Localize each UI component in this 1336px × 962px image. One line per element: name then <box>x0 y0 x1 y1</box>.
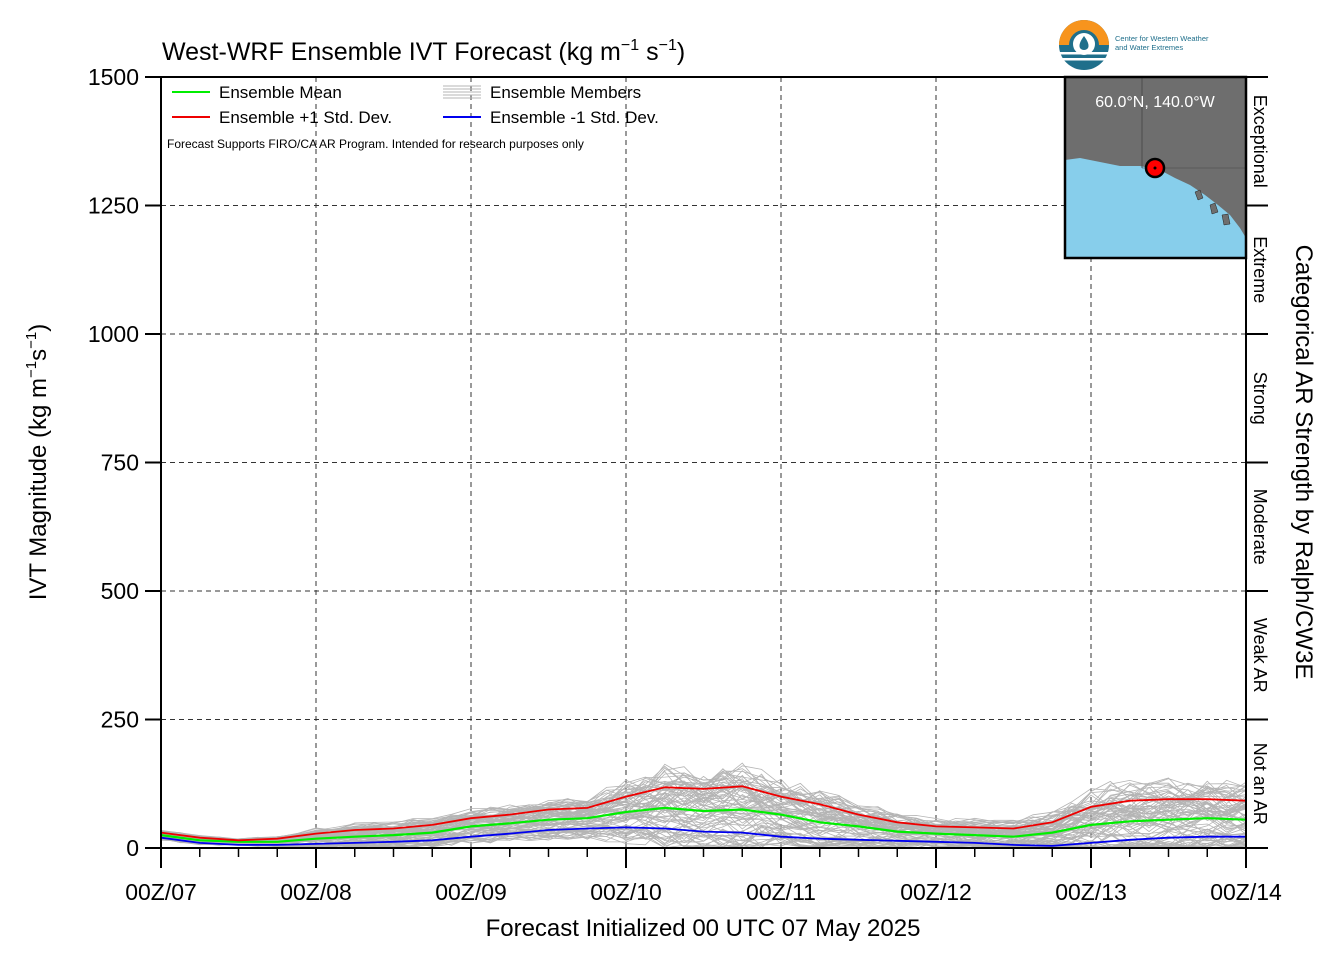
ar-category-label: Exceptional <box>1250 95 1270 188</box>
y-tick-label: 750 <box>101 450 139 476</box>
legend: Ensemble Mean Ensemble +1 Std. Dev. Ense… <box>167 83 659 151</box>
ocean-area <box>1065 158 1246 258</box>
chart-title: West-WRF Ensemble IVT Forecast (kg m−1 s… <box>162 37 685 66</box>
ensemble-member-line <box>160 783 1247 843</box>
y-tick-label: 1250 <box>88 193 139 219</box>
right-category-axis: Not an AR Weak AR Moderate Strong Extreme Exc… <box>1246 76 1270 849</box>
legend-mean-label: Ensemble Mean <box>219 83 342 102</box>
x-tick-label: 00Z/07 <box>125 879 197 905</box>
location-inset-map: 60.0°N, 140.0°W <box>1063 75 1248 260</box>
logo-text-line-1: Center for Western Weather <box>1115 34 1209 43</box>
ensemble-stat-lines <box>160 785 1247 847</box>
legend-members-swatch <box>443 85 481 99</box>
logo-text-line-2: and Water Extremes <box>1115 43 1183 52</box>
ar-category-label: Extreme <box>1250 236 1270 303</box>
ar-category-label: Moderate <box>1250 489 1270 565</box>
legend-minus-label: Ensemble -1 Std. Dev. <box>490 108 659 127</box>
ensemble-member-line <box>160 762 1247 840</box>
ensemble-members <box>160 762 1247 849</box>
y-tick-label: 500 <box>101 578 139 604</box>
x-tick-label: 00Z/09 <box>435 879 507 905</box>
x-tick-label: 00Z/13 <box>1055 879 1127 905</box>
research-note: Forecast Supports FIRO/CA AR Program. In… <box>167 137 584 151</box>
legend-plus-label: Ensemble +1 Std. Dev. <box>219 108 392 127</box>
y-axis-label: IVT Magnitude (kg m−1s−1) <box>23 324 52 601</box>
y-tick-label: 1000 <box>88 321 139 347</box>
ensemble-mean-line <box>160 806 1247 843</box>
ensemble-member-line <box>160 822 1247 849</box>
ar-category-label: Strong <box>1250 372 1270 425</box>
x-tick-label: 00Z/08 <box>280 879 352 905</box>
x-axis: 00Z/07 00Z/08 00Z/09 00Z/10 00Z/11 00Z/12 00Z/… <box>125 848 1282 905</box>
inset-location-label: 60.0°N, 140.0°W <box>1095 94 1215 111</box>
ensemble-plus-std-line <box>160 785 1247 842</box>
y-axis: 0 250 500 750 1000 1250 1500 <box>88 64 161 861</box>
x-tick-label: 00Z/14 <box>1210 879 1282 905</box>
x-tick-label: 00Z/11 <box>746 879 816 905</box>
y-tick-label: 1500 <box>88 64 139 90</box>
x-tick-label: 00Z/10 <box>590 879 662 905</box>
x-tick-label: 00Z/12 <box>900 879 972 905</box>
x-axis-label: Forecast Initialized 00 UTC 07 May 2025 <box>486 915 921 942</box>
ar-category-label: Not an AR <box>1250 743 1270 825</box>
legend-members-label: Ensemble Members <box>490 83 641 102</box>
cw3e-logo: Center for Western Weather and Water Ext… <box>1059 20 1209 70</box>
ensemble-member-line <box>160 831 1247 849</box>
y-tick-label: 250 <box>101 707 139 733</box>
y-tick-label: 0 <box>126 835 139 861</box>
right-axis-label: Categorical AR Strength by Ralph/CW3E <box>1290 245 1317 680</box>
ar-category-label: Weak AR <box>1250 618 1270 693</box>
ensemble-minus-std-line <box>160 826 1246 847</box>
